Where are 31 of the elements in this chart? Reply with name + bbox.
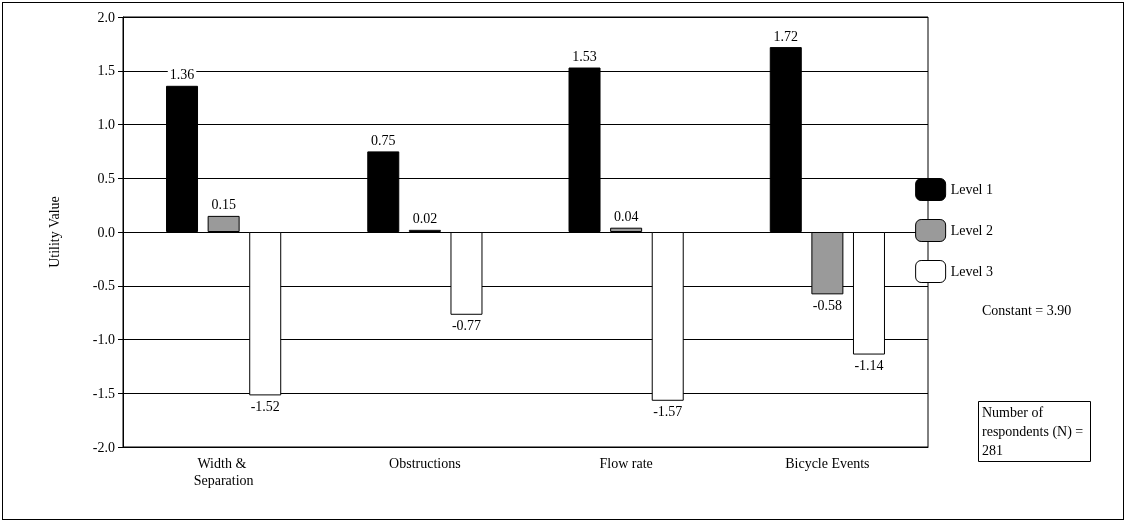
y-tick-label: -1.5 <box>92 385 115 401</box>
legend-label: Level 1 <box>950 182 994 197</box>
text: Constant = 3.90 <box>982 303 1072 318</box>
data-label: 0.75 <box>371 132 396 148</box>
legend-label: Level 2 <box>950 223 994 238</box>
data-label: 1.53 <box>572 49 597 65</box>
y-tick-label: 1.5 <box>97 63 115 79</box>
y-tick-label: 0.0 <box>97 224 115 240</box>
data-label: -1.52 <box>250 398 280 414</box>
y-tick-label: 0.5 <box>97 170 115 186</box>
data-label: 0.15 <box>211 197 236 213</box>
x-tick-label: Flow rate <box>599 456 653 471</box>
data-label: -1.14 <box>854 358 884 374</box>
data-label: -0.77 <box>451 318 482 334</box>
data-label: -0.58 <box>812 297 842 313</box>
y-tick-label: -2.0 <box>92 439 115 455</box>
y-tick-label: 1.0 <box>97 117 115 132</box>
legend-label: Level 3 <box>950 264 994 279</box>
data-label: -1.57 <box>653 404 683 420</box>
data-label: 1.72 <box>773 28 799 44</box>
y-tick-label: 2.0 <box>97 9 115 25</box>
x-tick-label: Bicycle Events <box>785 456 870 471</box>
y-tick-label: -1.0 <box>92 332 115 347</box>
y-tick-label: -0.5 <box>92 278 115 294</box>
data-label: 0.02 <box>412 211 438 227</box>
data-label: 0.04 <box>613 209 639 225</box>
x-tick-label: Obstructions <box>389 456 461 471</box>
data-label: 1.36 <box>169 67 195 83</box>
y-axis-title: Utility Value <box>46 196 62 268</box>
text: Number of respondents (N) = 281 <box>982 405 1087 458</box>
x-tick-label: Width & Separation <box>193 456 254 488</box>
